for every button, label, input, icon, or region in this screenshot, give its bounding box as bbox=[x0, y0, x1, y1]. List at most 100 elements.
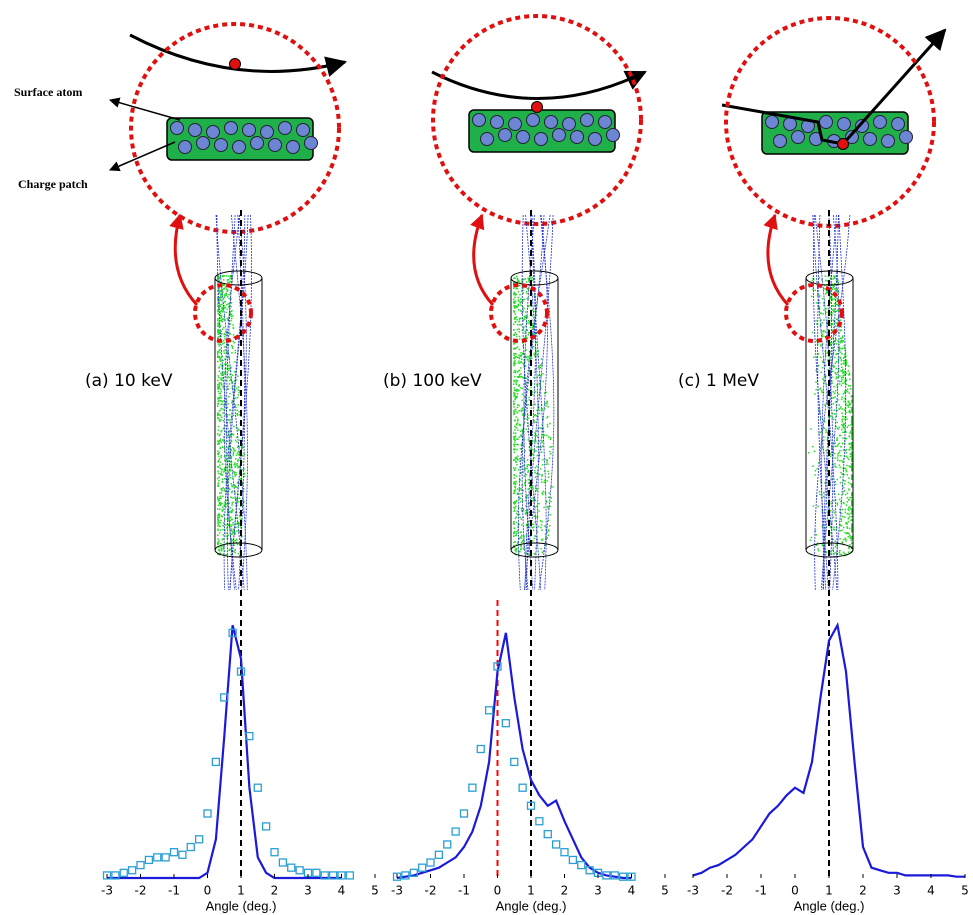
charge-dot bbox=[217, 384, 219, 386]
charge-dot bbox=[832, 549, 834, 551]
charge-dot bbox=[230, 520, 232, 522]
charge-dot bbox=[533, 530, 535, 532]
charge-dot bbox=[235, 466, 237, 468]
charge-dot bbox=[220, 473, 222, 475]
charge-dot bbox=[822, 367, 824, 369]
x-tick-label: 4 bbox=[338, 884, 346, 898]
charge-dot bbox=[228, 396, 230, 398]
charge-dot bbox=[833, 391, 835, 393]
charge-dot bbox=[824, 427, 826, 429]
x-axis-label: Angle (deg.) bbox=[794, 898, 865, 913]
charge-dot bbox=[217, 444, 219, 446]
charge-dot bbox=[842, 421, 844, 423]
charge-dot bbox=[836, 323, 838, 325]
charge-dot bbox=[541, 524, 543, 526]
charge-dot bbox=[842, 541, 844, 543]
charge-dot bbox=[514, 481, 516, 483]
charge-dot bbox=[221, 315, 223, 317]
charge-dot bbox=[220, 522, 222, 524]
charge-dot bbox=[530, 327, 532, 329]
atom bbox=[215, 139, 228, 152]
charge-dot bbox=[539, 413, 541, 415]
charge-dot bbox=[228, 306, 230, 308]
charge-dot bbox=[227, 318, 229, 320]
charge-dot bbox=[851, 417, 853, 419]
charge-dot bbox=[220, 520, 222, 522]
charge-dot bbox=[845, 494, 847, 496]
charge-dot bbox=[516, 548, 518, 550]
charge-dot bbox=[813, 505, 815, 507]
charge-dot bbox=[237, 428, 239, 430]
data-point bbox=[288, 864, 295, 871]
charge-dot bbox=[221, 400, 223, 402]
charge-dot bbox=[833, 311, 835, 313]
charge-dot bbox=[220, 393, 222, 395]
charge-dot bbox=[513, 343, 515, 345]
charge-dot bbox=[851, 509, 853, 511]
atom bbox=[297, 124, 310, 137]
charge-dot bbox=[842, 443, 844, 445]
charge-dot bbox=[220, 419, 222, 421]
charge-dot bbox=[812, 280, 814, 282]
data-point bbox=[171, 849, 178, 856]
charge-dot bbox=[835, 442, 837, 444]
charge-dot bbox=[235, 527, 237, 529]
charge-dot bbox=[551, 446, 553, 448]
charge-dot bbox=[814, 450, 816, 452]
charge-dot bbox=[836, 437, 838, 439]
charge-dot bbox=[516, 449, 518, 451]
data-point bbox=[435, 851, 442, 858]
charge-dot bbox=[835, 374, 837, 376]
atom bbox=[882, 135, 895, 148]
charge-dot bbox=[224, 294, 226, 296]
charge-dot bbox=[825, 431, 827, 433]
charge-dot bbox=[549, 525, 551, 527]
charge-dot bbox=[238, 454, 240, 456]
charge-dot bbox=[517, 346, 519, 348]
charge-dot bbox=[223, 288, 225, 290]
charge-dot bbox=[849, 392, 851, 394]
x-tick-label: 3 bbox=[594, 884, 602, 898]
charge-dot bbox=[222, 496, 224, 498]
charge-dot bbox=[219, 443, 221, 445]
charge-dot bbox=[218, 540, 220, 542]
charge-dot bbox=[514, 490, 516, 492]
atom bbox=[766, 116, 779, 129]
charge-dot bbox=[217, 405, 219, 407]
charge-dot bbox=[841, 513, 843, 515]
charge-dot bbox=[220, 529, 222, 531]
charge-dot bbox=[220, 373, 222, 375]
charge-dot bbox=[225, 293, 227, 295]
charge-dot bbox=[514, 390, 516, 392]
charge-dot bbox=[850, 388, 852, 390]
charge-dot bbox=[520, 367, 522, 369]
charge-dot bbox=[550, 439, 552, 441]
charge-dot bbox=[824, 404, 826, 406]
charge-dot bbox=[520, 355, 522, 357]
charge-dot bbox=[519, 294, 521, 296]
charge-dot bbox=[513, 482, 515, 484]
charge-dot bbox=[843, 416, 845, 418]
charge-dot bbox=[544, 482, 546, 484]
charge-dot bbox=[528, 305, 530, 307]
charge-dot bbox=[834, 396, 836, 398]
charge-dot bbox=[845, 540, 847, 542]
atom bbox=[607, 129, 620, 142]
charge-dot bbox=[516, 276, 518, 278]
charge-dot bbox=[227, 435, 229, 437]
charge-dot bbox=[523, 292, 525, 294]
charge-dot bbox=[513, 444, 515, 446]
charge-dot bbox=[815, 389, 817, 391]
charge-dot bbox=[836, 422, 838, 424]
charge-dot bbox=[219, 441, 221, 443]
charge-dot bbox=[851, 483, 853, 485]
charge-dot bbox=[223, 298, 225, 300]
panel-label: (b) 100 keV bbox=[383, 371, 482, 391]
charge-dot bbox=[851, 519, 853, 521]
cylinder-bottom bbox=[511, 543, 558, 557]
charge-dot bbox=[833, 366, 835, 368]
charge-dot bbox=[234, 342, 236, 344]
charge-dot bbox=[840, 338, 842, 340]
charge-dot bbox=[851, 451, 853, 453]
charge-dot bbox=[533, 346, 535, 348]
